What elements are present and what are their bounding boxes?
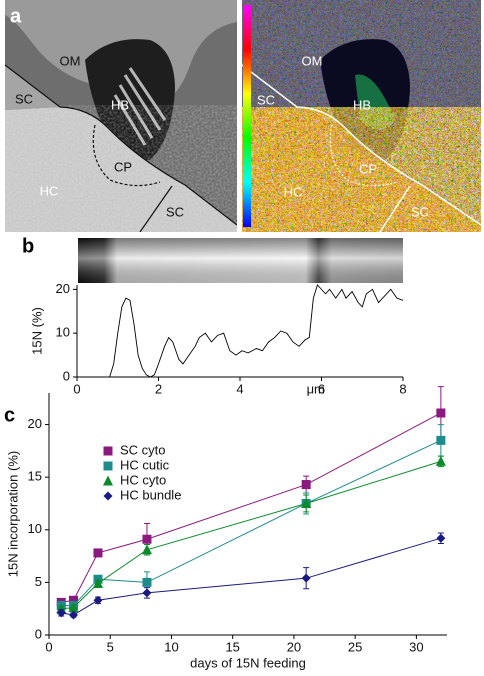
- image-label: HC: [284, 184, 303, 199]
- image-label: OM: [302, 53, 323, 68]
- legend-marker: [103, 446, 113, 456]
- x-tick-label: 6: [318, 381, 325, 396]
- y-tick-label: 10: [56, 325, 70, 340]
- data-point: [56, 608, 66, 618]
- legend-marker: [103, 491, 113, 501]
- line-scan-image: [78, 238, 403, 283]
- x-tick-label: 25: [348, 639, 362, 654]
- data-point: [141, 544, 152, 555]
- legend-marker: [103, 461, 113, 471]
- image-label: HC: [40, 183, 59, 198]
- data-line: [109, 284, 404, 378]
- x-tick-label: 8: [399, 381, 406, 396]
- y-tick-label: 0: [63, 368, 70, 383]
- x-axis-label: days of 15N feeding: [190, 655, 306, 670]
- x-axis-label: μm: [307, 381, 325, 396]
- panel-label: a: [10, 5, 22, 27]
- data-line: [61, 537, 442, 616]
- x-tick-label: 0: [45, 639, 52, 654]
- data-point: [92, 577, 103, 588]
- data-point: [142, 577, 152, 587]
- legend-label: HC cyto: [120, 472, 166, 487]
- image-labels: OM SC HB CP HC SC OM SC HB CP HC SC: [15, 53, 429, 219]
- data-point: [301, 480, 311, 490]
- em-image: [5, 0, 237, 232]
- x-tick-label: 30: [409, 639, 423, 654]
- x-tick-label: 0: [73, 381, 80, 396]
- data-point: [435, 455, 446, 466]
- panel-label: c: [4, 404, 15, 426]
- image-label: SC: [166, 204, 184, 219]
- data-point: [68, 595, 78, 605]
- data-point: [436, 533, 446, 543]
- image-label: HB: [353, 97, 371, 112]
- data-point: [142, 588, 152, 598]
- image-label: SC: [15, 91, 33, 106]
- image-label: CP: [114, 159, 132, 174]
- image-label: SC: [257, 92, 275, 107]
- data-point: [142, 534, 152, 544]
- legend-label: HC bundle: [120, 487, 181, 502]
- data-point: [301, 497, 312, 508]
- data-point: [68, 610, 78, 620]
- panel-label: b: [22, 235, 34, 257]
- x-tick-label: 4: [236, 381, 243, 396]
- legend-marker: [103, 475, 113, 486]
- x-tick-label: 20: [287, 639, 301, 654]
- y-tick-label: 20: [56, 281, 70, 296]
- data-line: [61, 412, 442, 603]
- data-line: [61, 460, 442, 610]
- image-label: OM: [60, 53, 81, 68]
- data-point: [301, 573, 311, 583]
- image-label: HB: [111, 97, 129, 112]
- x-tick-label: 2: [155, 381, 162, 396]
- y-axis-label: 15N incorporation (%): [5, 451, 20, 577]
- data-point: [436, 408, 446, 418]
- y-tick-label: 15: [28, 469, 42, 484]
- y-tick-label: 0: [35, 626, 42, 641]
- x-tick-label: 5: [107, 639, 114, 654]
- nanosims-image: [242, 0, 481, 232]
- y-tick-label: 10: [28, 521, 42, 536]
- data-point: [93, 548, 103, 558]
- data-point: [68, 602, 79, 613]
- y-tick-label: 5: [35, 574, 42, 589]
- y-axis-label: 15N (%): [29, 307, 44, 355]
- data-line: [61, 439, 442, 607]
- legend-label: HC cutic: [120, 457, 170, 472]
- x-tick-label: 10: [164, 639, 178, 654]
- y-tick-label: 20: [28, 416, 42, 431]
- data-point: [93, 595, 103, 605]
- image-label: SC: [411, 204, 429, 219]
- data-point: [436, 435, 446, 445]
- image-label: CP: [359, 161, 377, 176]
- x-tick-label: 15: [225, 639, 239, 654]
- legend-label: SC cyto: [120, 442, 166, 457]
- data-point: [56, 603, 67, 614]
